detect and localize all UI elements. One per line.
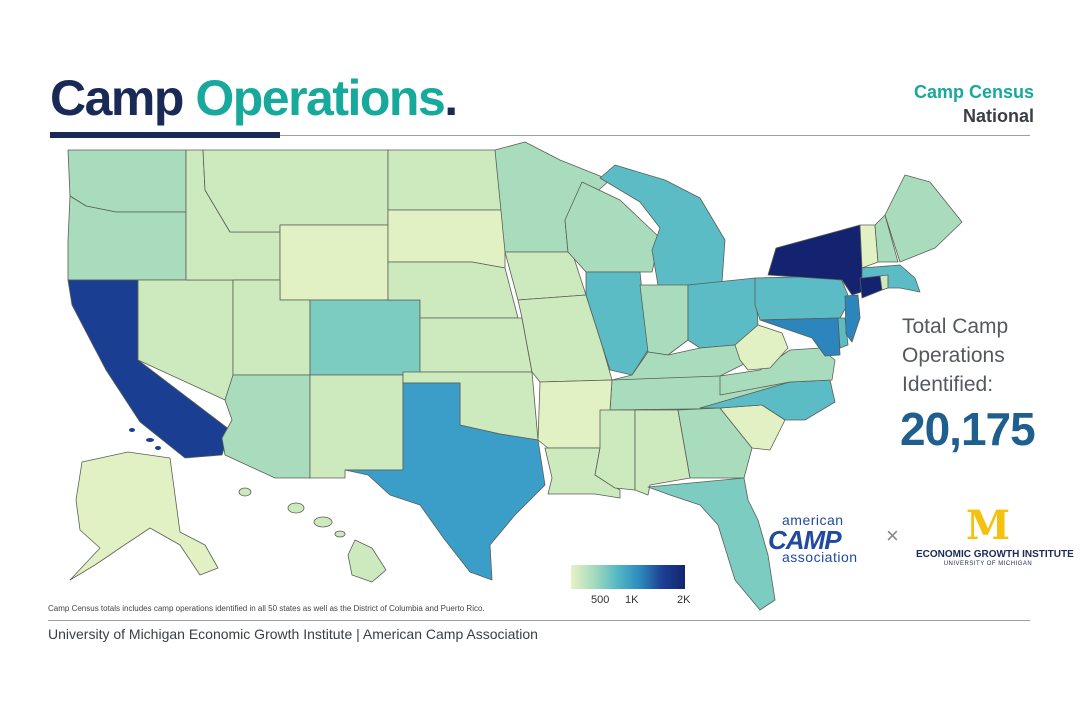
state-maryland: [759, 317, 841, 357]
state-new-hampshire: [874, 214, 899, 263]
title-word-camp: Camp: [50, 70, 184, 126]
title-word-operations: Operations: [195, 70, 445, 126]
state-mississippi: [594, 409, 636, 491]
state-south-dakota: [387, 209, 506, 269]
state-hawaii-5: [347, 539, 387, 583]
color-legend-bar: [571, 565, 685, 589]
state-hawaii-4: [334, 530, 346, 538]
egi-logo: M ECONOMIC GROWTH INSTITUTE UNIVERSITY O…: [916, 502, 1074, 568]
state-wyoming: [279, 224, 389, 301]
logo-separator: ×: [886, 523, 899, 548]
channel-island: [129, 428, 135, 432]
state-alaska: [69, 451, 219, 581]
total-value: 20,175: [900, 403, 1036, 455]
title-underline: [50, 132, 280, 138]
state-pennsylvania: [754, 275, 851, 321]
subtitle-scope: National: [962, 106, 1034, 126]
state-kansas: [419, 317, 533, 373]
state-florida: [647, 477, 776, 611]
state-new-mexico: [309, 374, 404, 479]
channel-island: [155, 446, 161, 450]
state-hawaii-3: [313, 516, 333, 528]
state-washington: [67, 149, 187, 213]
state-maine: [884, 174, 963, 263]
footer-credits: University of Michigan Economic Growth I…: [48, 626, 538, 642]
channel-island: [146, 438, 154, 442]
total-label: Total Camp Operations Identified:: [902, 315, 1009, 396]
state-hawaii-1: [238, 487, 252, 497]
footnote: Camp Census totals includes camp operati…: [48, 604, 485, 613]
footer-divider: [48, 620, 1030, 621]
state-new-jersey: [844, 294, 861, 343]
state-massachusetts: [861, 264, 921, 293]
state-iowa: [504, 251, 587, 301]
page-title: Camp Operations.: [50, 70, 458, 126]
subtitle-census: Camp Census: [913, 82, 1034, 102]
state-hawaii-2: [287, 502, 305, 514]
state-connecticut: [859, 274, 883, 299]
state-montana: [202, 149, 389, 233]
state-texas: [344, 382, 546, 581]
header-divider: [280, 135, 1030, 136]
state-indiana: [639, 284, 689, 356]
state-west-virginia: [734, 324, 789, 371]
aca-logo: american CAMP association: [768, 512, 858, 565]
state-colorado: [309, 299, 421, 376]
title-period: .: [444, 70, 458, 126]
legend-tick: 2K: [677, 594, 691, 606]
legend-tick: 1K: [625, 594, 639, 606]
state-arizona: [221, 374, 311, 479]
legend-tick: 500: [591, 594, 610, 606]
state-north-dakota: [387, 149, 506, 211]
michigan-block-m-icon: M: [965, 502, 1011, 549]
